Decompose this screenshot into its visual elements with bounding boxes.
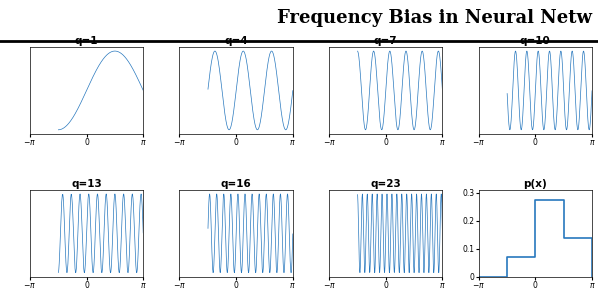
Title: q=1: q=1	[75, 36, 98, 46]
Title: q=7: q=7	[374, 36, 398, 46]
Title: q=10: q=10	[520, 36, 551, 46]
Title: q=4: q=4	[224, 36, 248, 46]
Title: p(x): p(x)	[523, 179, 547, 189]
Title: q=23: q=23	[370, 179, 401, 189]
Title: q=13: q=13	[71, 179, 102, 189]
Title: q=16: q=16	[221, 179, 252, 189]
Text: Frequency Bias in Neural Netw: Frequency Bias in Neural Netw	[277, 9, 592, 27]
